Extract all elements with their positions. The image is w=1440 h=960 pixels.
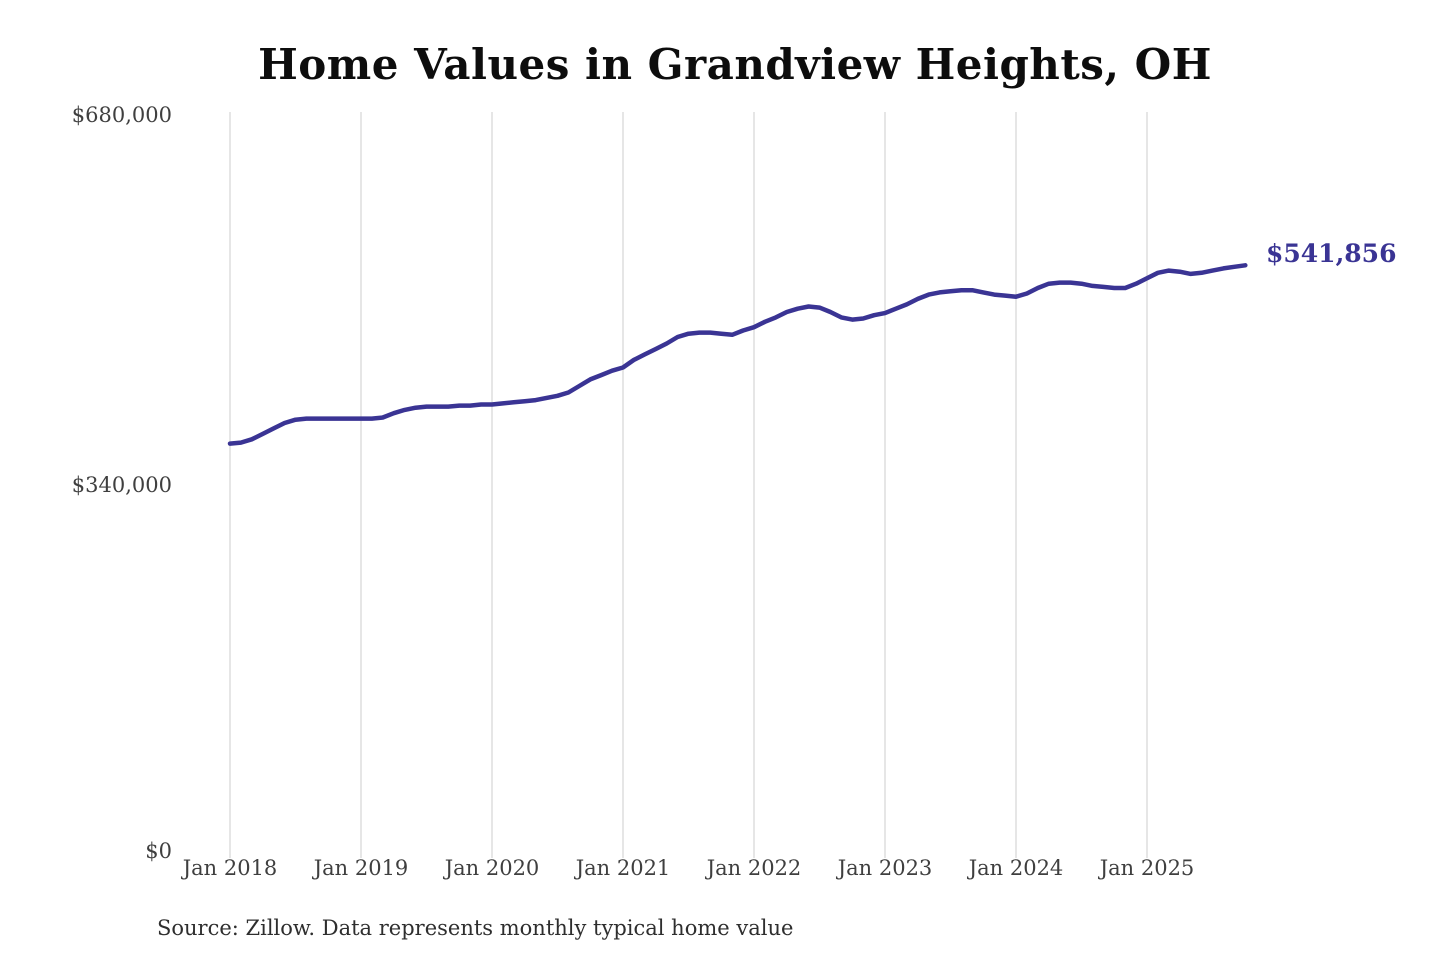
home-value-line-series xyxy=(227,263,1248,446)
chart-title: Home Values in Grandview Heights, OH xyxy=(258,40,1212,89)
x-axis-label-2018: Jan 2018 xyxy=(182,856,278,880)
year-gridlines xyxy=(229,112,1148,858)
x-axis-label-2024: Jan 2024 xyxy=(968,856,1064,880)
x-axis-label-2023: Jan 2023 xyxy=(837,856,933,880)
x-axis-label-2022: Jan 2022 xyxy=(706,856,802,880)
latest-value-label: $541,856 xyxy=(1266,239,1397,268)
x-axis-label-2020: Jan 2020 xyxy=(444,856,540,880)
y-axis-label-680k: $680,000 xyxy=(71,103,172,127)
y-axis-label-340k: $340,000 xyxy=(71,473,172,497)
x-axis-label-2021: Jan 2021 xyxy=(575,856,671,880)
x-axis-label-2019: Jan 2019 xyxy=(313,856,409,880)
source-note: Source: Zillow. Data represents monthly … xyxy=(157,916,794,940)
x-axis-label-2025: Jan 2025 xyxy=(1099,856,1195,880)
y-axis-label-0: $0 xyxy=(145,839,172,863)
